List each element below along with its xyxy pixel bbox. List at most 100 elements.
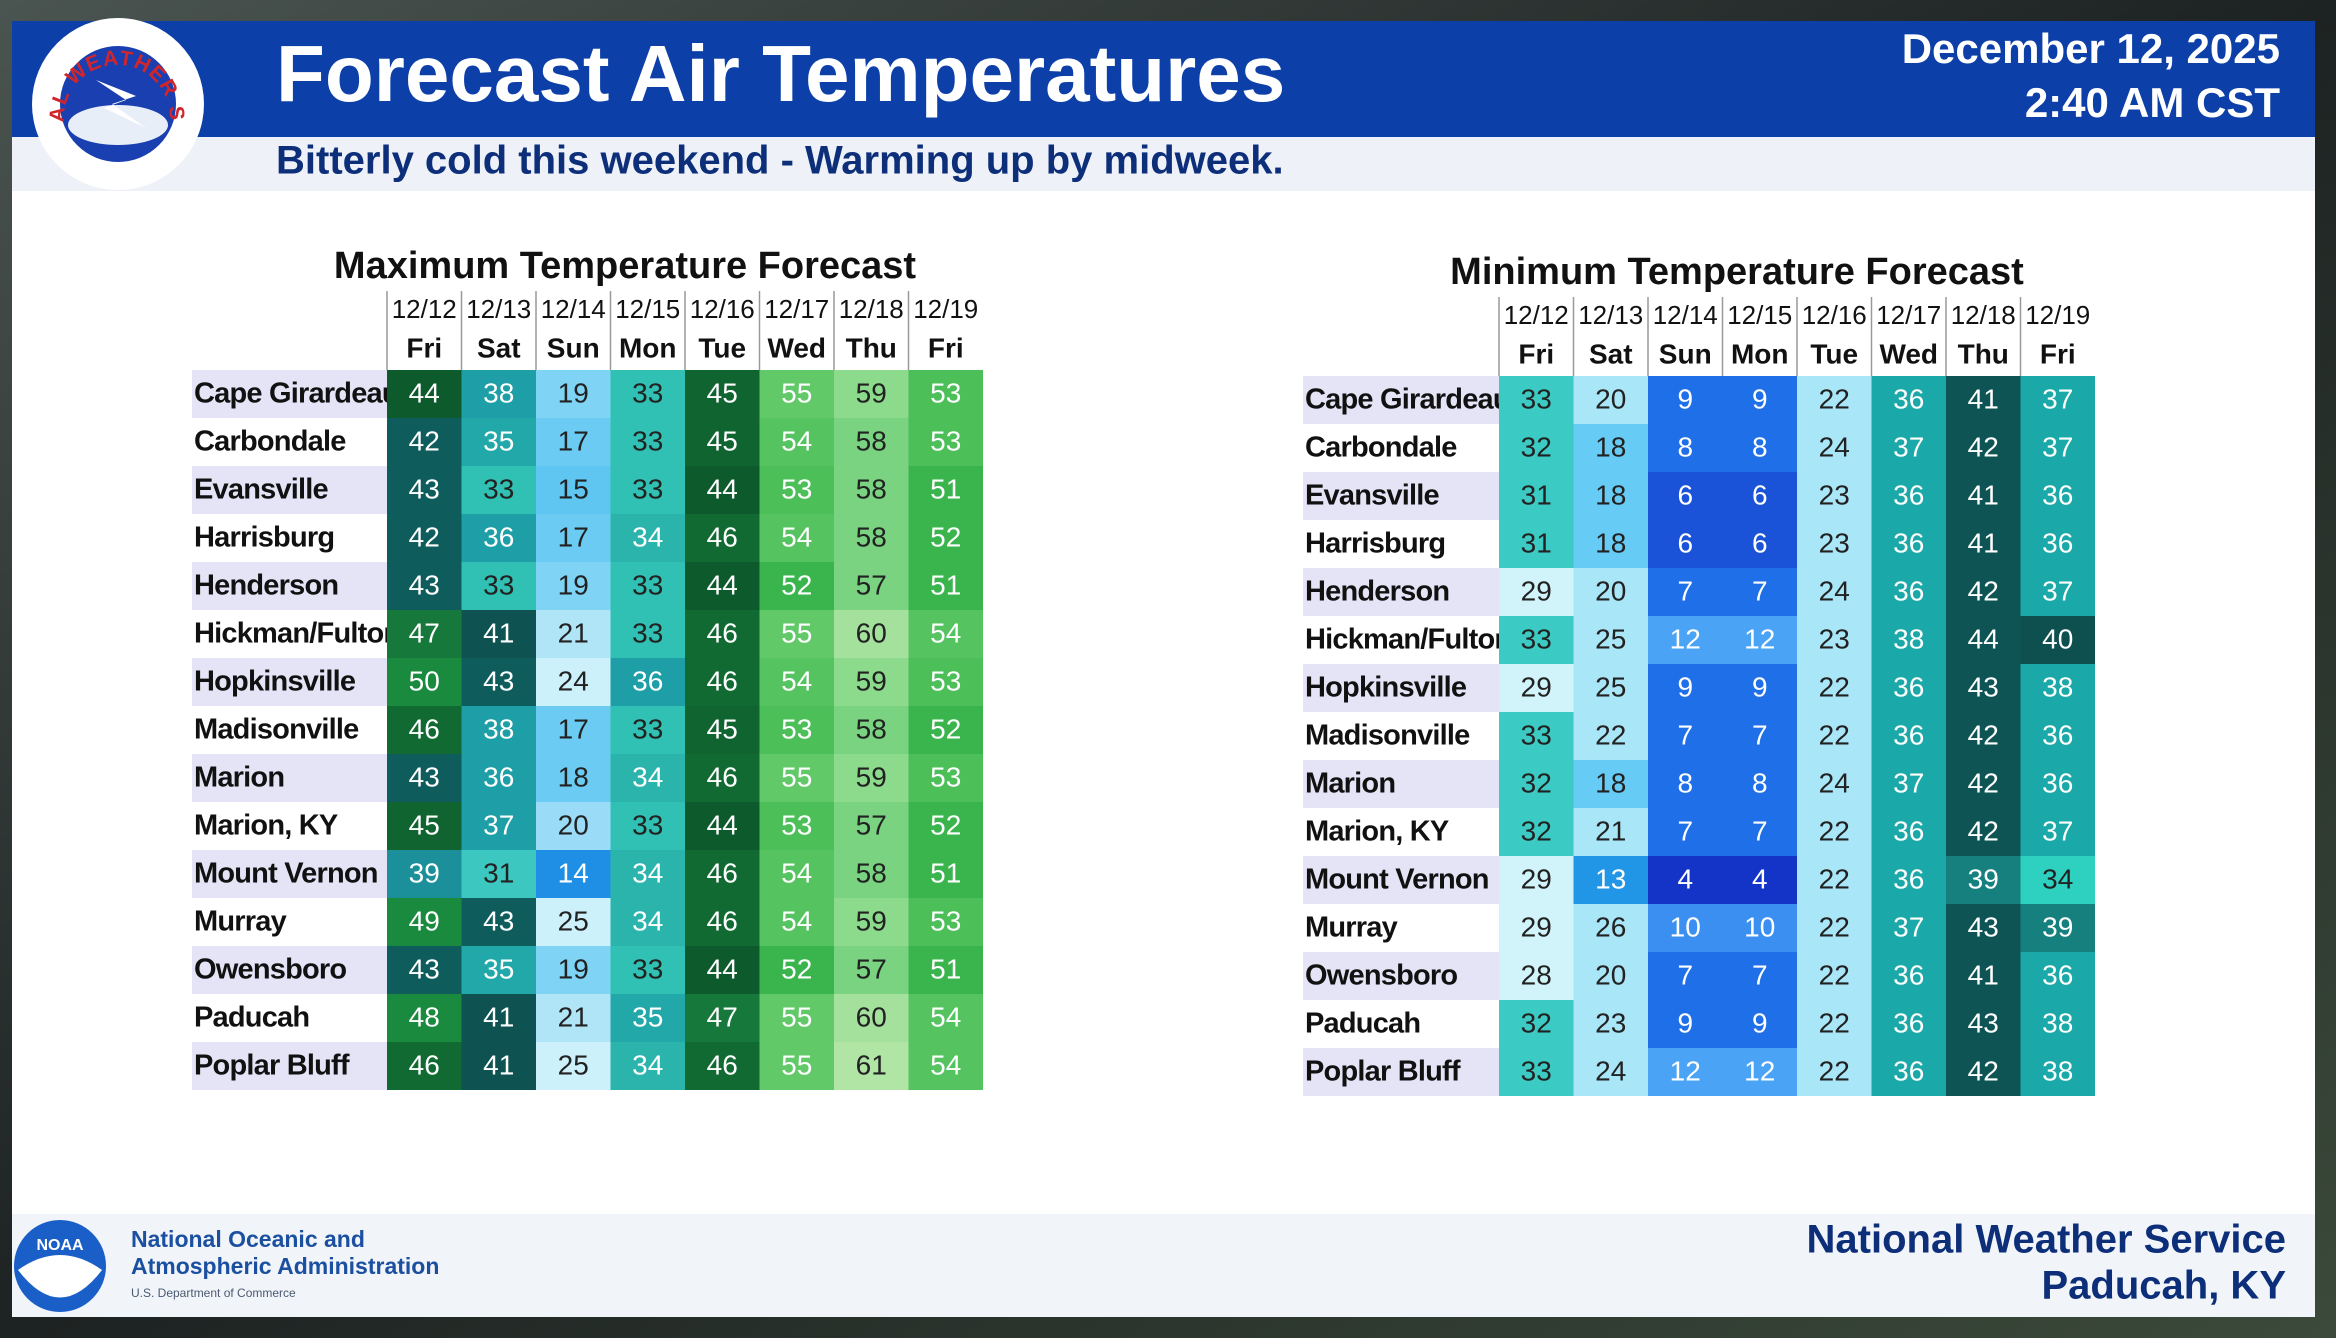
- temperature-cell: [834, 658, 909, 706]
- temperature-cell: [1722, 808, 1797, 856]
- temperature-cell: [908, 706, 983, 754]
- temperature-value: 33: [1521, 623, 1552, 654]
- temperature-value: 46: [409, 713, 440, 744]
- temperature-cell: [1648, 808, 1723, 856]
- temperature-value: 26: [1595, 911, 1626, 942]
- temperature-value: 36: [1893, 959, 1924, 990]
- temperature-cell: [834, 754, 909, 802]
- temperature-cell: [1573, 1048, 1648, 1096]
- temperature-cell: [908, 754, 983, 802]
- temperature-cell: [2020, 712, 2095, 760]
- temperature-value: 34: [632, 905, 663, 936]
- temperature-value: 42: [1968, 1055, 1999, 1086]
- temperature-value: 36: [1893, 815, 1924, 846]
- temperature-cell: [536, 418, 611, 466]
- temperature-value: 33: [1521, 383, 1552, 414]
- temperature-value: 9: [1752, 383, 1768, 414]
- temperature-cell: [759, 850, 834, 898]
- temperature-value: 42: [1968, 767, 1999, 798]
- temperature-value: 31: [1521, 527, 1552, 558]
- temperature-cell: [2020, 808, 2095, 856]
- temperature-value: 44: [707, 953, 738, 984]
- subtitle-band: [12, 137, 2315, 191]
- temperature-value: 36: [1893, 527, 1924, 558]
- temperature-value: 59: [856, 761, 887, 792]
- location-name: Poplar Bluff: [1305, 1056, 1461, 1088]
- temperature-value: 54: [781, 521, 812, 552]
- name-cell: [192, 562, 387, 610]
- day-header: Thu: [1958, 338, 2009, 369]
- temperature-value: 40: [2042, 623, 2073, 654]
- footer-band: [12, 1214, 2315, 1317]
- date-header: 12/12: [392, 294, 457, 324]
- temperature-cell: [387, 802, 462, 850]
- temperature-value: 37: [2042, 575, 2073, 606]
- temperature-cell: [1797, 808, 1872, 856]
- temperature-cell: [1722, 616, 1797, 664]
- temperature-cell: [461, 850, 536, 898]
- location-name: Harrisburg: [1305, 528, 1445, 560]
- temperature-value: 39: [409, 857, 440, 888]
- temperature-cell: [1499, 1048, 1574, 1096]
- temperature-cell: [387, 466, 462, 514]
- temperature-cell: [1871, 616, 1946, 664]
- temperature-cell: [1499, 376, 1574, 424]
- temperature-value: 29: [1521, 863, 1552, 894]
- temperature-cell: [908, 898, 983, 946]
- location-name: Paducah: [194, 1002, 309, 1034]
- temperature-cell: [610, 850, 685, 898]
- temperature-value: 9: [1677, 671, 1693, 702]
- temperature-value: 53: [781, 713, 812, 744]
- temperature-cell: [1648, 424, 1723, 472]
- temperature-value: 57: [856, 953, 887, 984]
- temperature-value: 60: [856, 617, 887, 648]
- temperature-value: 57: [856, 569, 887, 600]
- noaa-bird: [18, 1255, 102, 1298]
- temperature-cell: [1648, 664, 1723, 712]
- temperature-value: 57: [856, 809, 887, 840]
- temperature-value: 34: [632, 857, 663, 888]
- temperature-cell: [536, 514, 611, 562]
- temperature-cell: [610, 370, 685, 418]
- temperature-value: 32: [1521, 767, 1552, 798]
- temperature-value: 54: [781, 905, 812, 936]
- temperature-value: 37: [2042, 815, 2073, 846]
- temperature-value: 22: [1819, 959, 1850, 990]
- temperature-value: 41: [483, 1001, 514, 1032]
- temperature-value: 52: [781, 569, 812, 600]
- noaa-name-1: National Oceanic and: [131, 1226, 365, 1252]
- temperature-value: 54: [930, 1001, 961, 1032]
- temperature-value: 33: [632, 569, 663, 600]
- temperature-value: 23: [1595, 1007, 1626, 1038]
- temperature-cell: [387, 370, 462, 418]
- temperature-cell: [1648, 1000, 1723, 1048]
- temperature-value: 54: [781, 425, 812, 456]
- temperature-value: 51: [930, 473, 961, 504]
- temperature-cell: [908, 802, 983, 850]
- temperature-cell: [1946, 712, 2021, 760]
- temperature-value: 59: [856, 665, 887, 696]
- location-name: Owensboro: [1305, 960, 1457, 992]
- temperature-value: 33: [632, 809, 663, 840]
- temperature-cell: [1722, 760, 1797, 808]
- temperature-value: 37: [1893, 767, 1924, 798]
- temperature-value: 38: [1893, 623, 1924, 654]
- temperature-cell: [387, 514, 462, 562]
- location-name: Cape Girardeau: [194, 378, 399, 410]
- date-header: 12/14: [541, 294, 606, 324]
- temperature-value: 43: [409, 761, 440, 792]
- noaa-abbr: NOAA: [36, 1237, 84, 1254]
- temperature-cell: [536, 466, 611, 514]
- temperature-cell: [536, 610, 611, 658]
- temperature-cell: [1722, 712, 1797, 760]
- temperature-cell: [1573, 856, 1648, 904]
- temperature-value: 52: [930, 809, 961, 840]
- day-header: Thu: [846, 332, 897, 363]
- temperature-value: 60: [856, 1001, 887, 1032]
- temperature-cell: [387, 898, 462, 946]
- temperature-cell: [1797, 616, 1872, 664]
- temperature-cell: [536, 802, 611, 850]
- temperature-cell: [1797, 376, 1872, 424]
- temperature-value: 35: [483, 953, 514, 984]
- temperature-value: 44: [707, 569, 738, 600]
